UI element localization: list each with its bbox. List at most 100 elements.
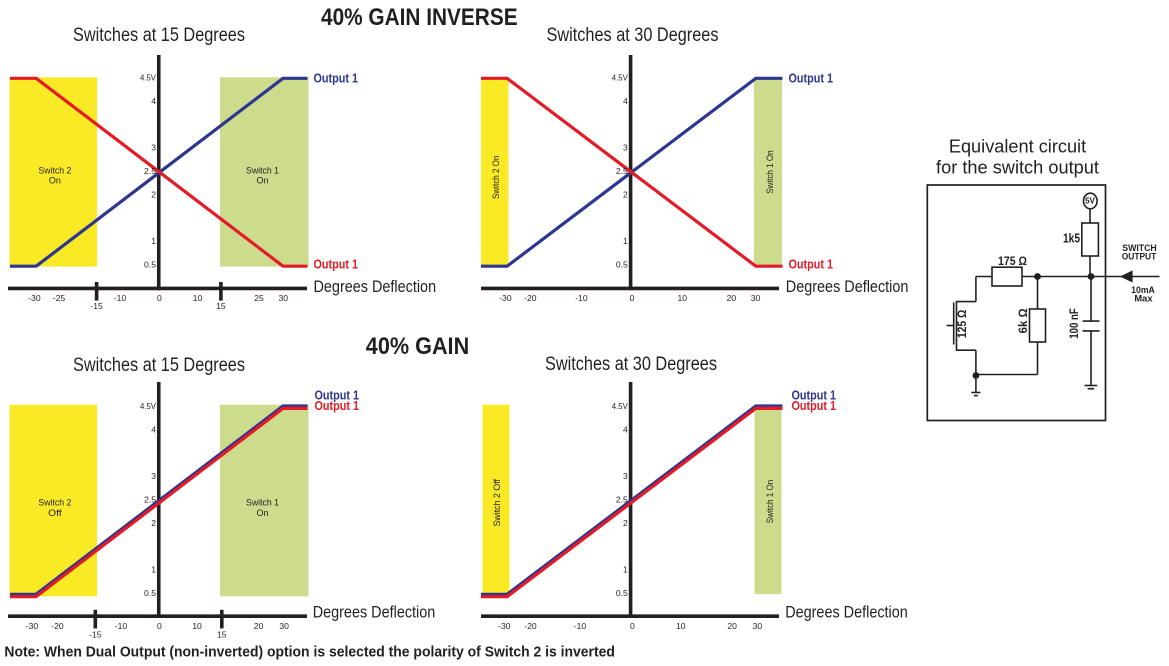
svg-text:2.5: 2.5 <box>144 166 156 176</box>
svg-text:175 Ω: 175 Ω <box>998 254 1027 268</box>
svg-text:10: 10 <box>192 621 202 631</box>
svg-text:4.5V: 4.5V <box>612 401 628 411</box>
svg-text:Output 1: Output 1 <box>792 398 837 413</box>
svg-text:10: 10 <box>193 293 203 303</box>
svg-text:Output 1: Output 1 <box>314 71 359 86</box>
svg-text:1k5: 1k5 <box>1063 232 1080 246</box>
svg-text:Off: Off <box>48 507 62 518</box>
svg-text:-30: -30 <box>498 621 511 631</box>
svg-text:10: 10 <box>676 621 686 631</box>
svg-text:Switch 1 On: Switch 1 On <box>764 150 775 194</box>
svg-text:for the switch output: for the switch output <box>936 157 1099 178</box>
svg-text:-30: -30 <box>26 621 39 631</box>
svg-text:1: 1 <box>151 236 156 246</box>
svg-text:Output 1: Output 1 <box>789 71 834 86</box>
svg-text:4.5V: 4.5V <box>140 401 156 411</box>
svg-text:Switch 1: Switch 1 <box>246 165 279 176</box>
svg-text:15: 15 <box>217 629 227 639</box>
svg-text:-20: -20 <box>51 621 64 631</box>
svg-text:-10: -10 <box>115 621 128 631</box>
svg-text:-30: -30 <box>28 293 41 303</box>
svg-text:15: 15 <box>216 301 226 311</box>
svg-text:0: 0 <box>157 621 162 631</box>
svg-text:Switch 2: Switch 2 <box>38 497 71 508</box>
svg-text:-15: -15 <box>89 629 102 639</box>
svg-text:On: On <box>257 174 269 185</box>
svg-text:Note: When Dual Output (non-in: Note: When Dual Output (non-inverted) op… <box>4 643 615 660</box>
svg-text:40% GAIN: 40% GAIN <box>366 333 469 360</box>
svg-text:-10: -10 <box>575 293 588 303</box>
svg-text:20: 20 <box>727 293 737 303</box>
svg-text:Max: Max <box>1134 294 1153 305</box>
svg-text:Degrees Deflection: Degrees Deflection <box>313 604 436 622</box>
svg-text:Switch 2 On: Switch 2 On <box>490 156 501 200</box>
svg-text:4: 4 <box>151 424 156 434</box>
svg-text:-30: -30 <box>499 293 512 303</box>
svg-text:-10: -10 <box>574 621 587 631</box>
svg-text:Degrees Deflection: Degrees Deflection <box>786 278 909 296</box>
svg-text:-25: -25 <box>53 293 66 303</box>
svg-text:Switches at 30 Degrees: Switches at 30 Degrees <box>547 25 719 46</box>
svg-text:20: 20 <box>727 621 737 631</box>
svg-text:3: 3 <box>623 471 628 481</box>
svg-text:On: On <box>257 507 269 518</box>
svg-text:Switches at 30 Degrees: Switches at 30 Degrees <box>545 354 717 375</box>
svg-text:Switches at 15 Degrees: Switches at 15 Degrees <box>73 355 245 376</box>
svg-text:6k Ω: 6k Ω <box>1018 308 1030 333</box>
svg-text:0: 0 <box>630 621 635 631</box>
svg-text:-20: -20 <box>524 293 537 303</box>
svg-text:-10: -10 <box>114 293 127 303</box>
svg-text:4.5V: 4.5V <box>140 73 156 83</box>
svg-text:3: 3 <box>151 471 156 481</box>
svg-text:On: On <box>49 174 61 185</box>
svg-text:4: 4 <box>151 96 156 106</box>
svg-text:20: 20 <box>254 621 264 631</box>
svg-text:OUTPUT: OUTPUT <box>1122 252 1157 262</box>
svg-text:2: 2 <box>151 189 156 199</box>
svg-text:30: 30 <box>279 293 289 303</box>
svg-text:40% GAIN INVERSE: 40% GAIN INVERSE <box>321 4 518 31</box>
svg-text:Degrees Deflection: Degrees Deflection <box>314 278 437 296</box>
svg-text:4: 4 <box>623 424 628 434</box>
svg-text:SWITCH: SWITCH <box>1122 243 1157 253</box>
svg-text:-20: -20 <box>524 621 537 631</box>
svg-text:10: 10 <box>678 293 688 303</box>
svg-text:Switch 1 On: Switch 1 On <box>764 480 775 524</box>
svg-text:-15: -15 <box>90 301 103 311</box>
svg-text:1: 1 <box>151 565 156 575</box>
svg-text:5V: 5V <box>1085 197 1096 206</box>
svg-text:2.5: 2.5 <box>144 495 156 505</box>
svg-text:25: 25 <box>254 293 264 303</box>
svg-text:1: 1 <box>623 236 628 246</box>
svg-text:4: 4 <box>623 96 628 106</box>
svg-text:0.5: 0.5 <box>144 260 156 270</box>
svg-text:Switch 2: Switch 2 <box>38 165 71 176</box>
svg-text:0.5: 0.5 <box>616 260 628 270</box>
svg-text:125 Ω: 125 Ω <box>957 310 969 339</box>
svg-text:Output 1: Output 1 <box>314 256 359 271</box>
svg-text:0.5: 0.5 <box>144 588 156 598</box>
svg-text:2: 2 <box>623 189 628 199</box>
svg-text:Degrees Deflection: Degrees Deflection <box>785 604 908 622</box>
svg-text:0: 0 <box>630 293 635 303</box>
svg-text:2: 2 <box>151 518 156 528</box>
svg-text:3: 3 <box>623 143 628 153</box>
svg-text:Switch 1: Switch 1 <box>246 497 279 508</box>
svg-text:Output 1: Output 1 <box>792 387 837 402</box>
svg-text:1: 1 <box>623 565 628 575</box>
svg-text:Equivalent circuit: Equivalent circuit <box>949 135 1086 156</box>
svg-text:0: 0 <box>157 293 162 303</box>
svg-text:2: 2 <box>623 518 628 528</box>
svg-text:30: 30 <box>751 293 761 303</box>
svg-text:3: 3 <box>151 143 156 153</box>
svg-text:Switches at 15 Degrees: Switches at 15 Degrees <box>73 25 245 46</box>
svg-text:30: 30 <box>753 621 763 631</box>
svg-text:2.5: 2.5 <box>616 166 628 176</box>
svg-text:4.5V: 4.5V <box>612 73 628 83</box>
svg-text:Output 1: Output 1 <box>315 398 360 413</box>
svg-text:0.5: 0.5 <box>616 588 628 598</box>
svg-text:Output 1: Output 1 <box>315 387 360 402</box>
svg-text:2.5: 2.5 <box>616 495 628 505</box>
svg-text:Output 1: Output 1 <box>789 256 834 271</box>
svg-text:100 nF: 100 nF <box>1069 308 1081 339</box>
